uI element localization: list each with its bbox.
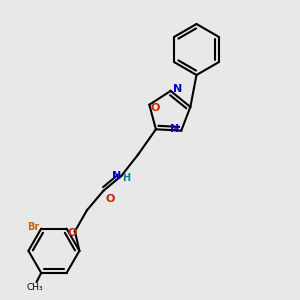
Text: N: N: [172, 84, 182, 94]
Text: N: N: [112, 171, 122, 182]
Text: H: H: [122, 173, 130, 183]
Text: CH₃: CH₃: [27, 283, 44, 292]
Text: Br: Br: [28, 222, 40, 232]
Text: O: O: [67, 228, 76, 238]
Text: N: N: [170, 124, 179, 134]
Text: O: O: [150, 103, 159, 113]
Text: O: O: [105, 194, 115, 204]
